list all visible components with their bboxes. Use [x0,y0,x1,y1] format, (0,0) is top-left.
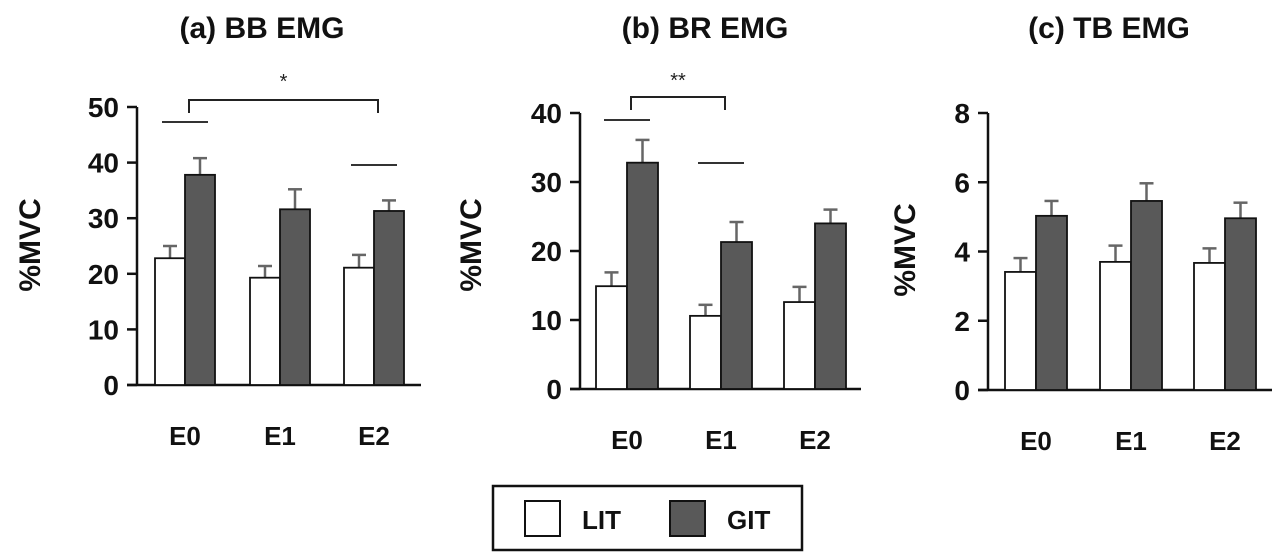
x-tick-label: E2 [358,421,390,451]
bar-lit-e1 [249,276,281,386]
bar-lit-e0 [154,257,186,386]
bar-git-e2 [814,222,847,390]
y-tick-label: 6 [954,167,970,198]
legend: LIT GIT [491,484,804,552]
bar-git-e2 [1224,217,1257,391]
significance-bracket [630,96,726,110]
bar-lit-e0 [1004,271,1037,391]
chart-title: (b) BR EMG [622,12,789,45]
chart-title: (a) BB EMG [180,12,345,45]
bar-git-e0 [626,161,659,390]
y-tick-label: 30 [531,167,562,198]
bar-git-e1 [1130,200,1163,391]
bar-lit-e1 [1099,260,1132,391]
chart-title: (c) TB EMG [1028,12,1190,45]
x-tick-label: E1 [264,421,296,451]
y-tick-label: 20 [88,259,119,290]
y-tick-label: 0 [954,375,970,406]
x-tick-label: E0 [611,425,643,455]
y-tick-label: 50 [88,92,119,123]
panel-b: (b) BR EMG %MVC 0 10 20 30 40 E0 E1 E2 ** [455,12,861,455]
y-tick-label: 40 [531,98,562,129]
x-tick-label: E2 [1209,426,1241,456]
y-axis-label: %MVC [455,198,488,291]
bar-git-e0 [1035,214,1068,391]
legend-label-git: GIT [727,505,770,535]
y-tick-label: 30 [88,203,119,234]
x-tick-label: E1 [705,425,737,455]
significance-label: * [280,71,288,93]
y-tick-label: 0 [103,370,119,401]
bar-lit-e0 [595,285,628,390]
panel-a: (a) BB EMG %MVC 0 10 20 30 40 50 E0 E1 E2 * [14,12,421,451]
y-tick-label: 2 [954,306,970,337]
y-axis-label: %MVC [14,198,47,291]
legend-swatch-git [669,500,706,537]
significance-bracket [188,99,379,113]
bar-lit-e2 [343,266,375,386]
legend-swatch-lit [524,500,561,537]
y-tick-label: 10 [531,305,562,336]
significance-label: ** [670,70,686,92]
x-tick-label: E1 [1115,426,1147,456]
bar-git-e1 [720,241,753,390]
bar-lit-e1 [689,314,722,390]
legend-label-lit: LIT [582,505,621,535]
x-tick-label: E0 [1020,426,1052,456]
bar-lit-e2 [783,301,816,390]
y-tick-label: 0 [546,374,562,405]
y-tick-label: 20 [531,236,562,267]
x-tick-label: E0 [169,421,201,451]
x-tick-label: E2 [799,425,831,455]
y-tick-label: 4 [954,237,970,268]
y-tick-label: 8 [954,98,970,129]
bar-lit-e2 [1193,262,1226,391]
y-tick-label: 40 [88,148,119,179]
bar-git-e2 [373,210,405,386]
bar-git-e0 [184,173,216,386]
y-tick-label: 10 [88,314,119,345]
panel-c: (c) TB EMG %MVC 0 2 4 6 8 E0 E1 E2 [889,12,1272,456]
bar-git-e1 [279,208,311,386]
y-axis-label: %MVC [889,203,922,296]
